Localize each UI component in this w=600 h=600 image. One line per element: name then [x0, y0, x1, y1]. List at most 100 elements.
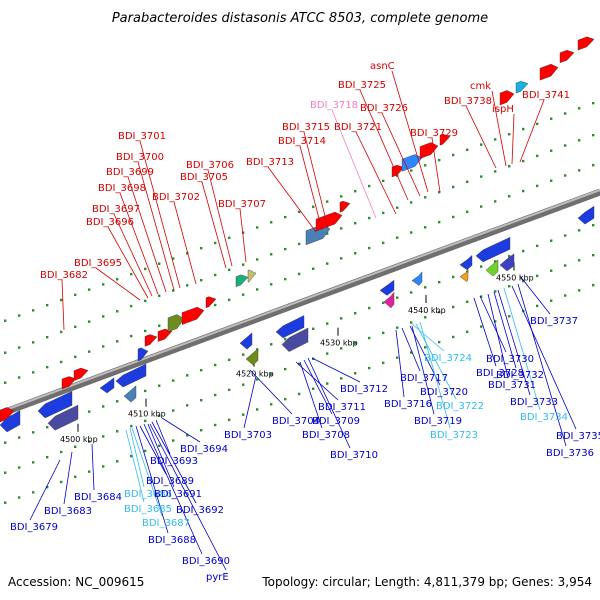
gene-arrow: [459, 268, 469, 283]
gene-label: BDI_3693: [150, 456, 198, 467]
strand-dot: [522, 189, 525, 193]
tick-label: 4520 kbp: [236, 370, 274, 379]
strand-dot: [242, 263, 245, 266]
strand-dot: [4, 351, 7, 354]
strand-dot: [270, 373, 273, 376]
strand-dot: [88, 288, 91, 291]
strand-dot: [32, 491, 35, 494]
strand-dot: [102, 315, 105, 318]
backbone-group: [0, 188, 600, 418]
strand-dot: [32, 371, 35, 374]
strand-dot: [550, 239, 553, 242]
strand-dot: [102, 345, 105, 348]
gene-arrow: [499, 253, 515, 272]
strand-dot: [46, 335, 49, 339]
strand-dot: [4, 471, 7, 474]
label-leader-line: [63, 451, 73, 505]
strand-dot: [284, 215, 287, 219]
gene-label: BDI_3683: [44, 506, 92, 517]
tick-label: 4500 kbp: [60, 435, 98, 444]
label-leader-line: [303, 131, 329, 229]
strand-dot: [228, 236, 231, 240]
gene-arrow: [499, 90, 515, 106]
strand-dot: [284, 397, 287, 401]
strand-dot: [270, 221, 273, 224]
strand-dot: [536, 184, 539, 188]
strand-dot: [298, 210, 301, 214]
gene-label: BDI_3735: [556, 431, 600, 442]
strand-dot: [452, 153, 455, 157]
gene-arrow: [137, 347, 149, 362]
gene-features: [0, 36, 595, 433]
strand-dot: [270, 343, 273, 346]
strand-dot: [410, 291, 413, 294]
strand-dot: [130, 272, 133, 276]
gene-label: BDI_3713: [246, 157, 294, 168]
label-leader-line: [503, 287, 541, 411]
gene-label: BDI_3700: [116, 152, 164, 163]
label-leader-line: [381, 112, 421, 197]
strand-dot: [480, 265, 483, 268]
gene-arrow: [383, 291, 395, 309]
label-leader-line: [307, 357, 351, 449]
strand-dot: [172, 257, 175, 260]
strand-dot: [214, 241, 217, 245]
strand-dot: [144, 389, 147, 393]
gene-arrow: [0, 410, 21, 433]
label-leader-line: [311, 357, 361, 383]
strand-dot: [494, 260, 497, 263]
strand-dot: [564, 294, 567, 297]
strand-dot: [298, 362, 301, 366]
strand-dot: [32, 341, 35, 344]
gene-label: BDI_3729: [410, 128, 458, 139]
strand-dot: [102, 465, 105, 468]
strand-dot: [326, 200, 329, 203]
strand-dot: [424, 196, 427, 199]
strand-dot: [200, 429, 203, 432]
gene-label: BDI_3717: [400, 373, 448, 384]
strand-dot: [536, 154, 539, 158]
strand-dot: [564, 144, 567, 147]
strand-dot: [102, 435, 105, 438]
gene-arrow: [281, 327, 309, 352]
label-leader-line: [465, 105, 497, 169]
gene-label: BDI_3716: [384, 399, 432, 410]
strand-dot: [592, 163, 595, 167]
gene-label: BDI_3709: [312, 416, 360, 427]
label-leader-line: [131, 427, 163, 517]
gene-arrow: [247, 269, 257, 283]
strand-dot: [186, 374, 189, 377]
label-leader-line: [113, 213, 153, 297]
strand-dot: [382, 361, 385, 365]
strand-dot: [466, 148, 469, 151]
gene-label: BDI_3701: [118, 131, 166, 142]
strand-dot: [564, 264, 567, 267]
gene-label: BDI_3720: [420, 387, 468, 398]
strand-dot: [466, 300, 469, 303]
gene-label: BDI_3695: [74, 258, 122, 269]
gene-arrow: [157, 328, 173, 342]
strand-dot: [340, 347, 343, 350]
strand-dot: [382, 179, 385, 183]
strand-dot: [578, 169, 581, 172]
gene-label: BDI_3703: [224, 430, 272, 441]
strand-dot: [242, 413, 245, 416]
gene-label: BDI_3736: [546, 448, 594, 459]
strand-dot: [578, 139, 581, 142]
strand-dot: [382, 301, 385, 305]
strand-dot: [480, 295, 483, 298]
strand-dot: [396, 206, 399, 209]
strand-guides: [4, 101, 595, 504]
strand-dot: [494, 200, 497, 203]
gene-arrow: [61, 376, 77, 390]
gene-arrow: [439, 133, 451, 146]
strand-dot: [88, 410, 91, 413]
gene-label: BDI_3730: [486, 354, 534, 365]
strand-dot: [410, 169, 413, 172]
strand-dot: [354, 222, 357, 225]
strand-dot: [46, 425, 49, 429]
strand-dot: [60, 480, 63, 484]
strand-dot: [116, 460, 119, 463]
gene-label: BDI_3732: [496, 370, 544, 381]
strand-dot: [592, 253, 595, 257]
